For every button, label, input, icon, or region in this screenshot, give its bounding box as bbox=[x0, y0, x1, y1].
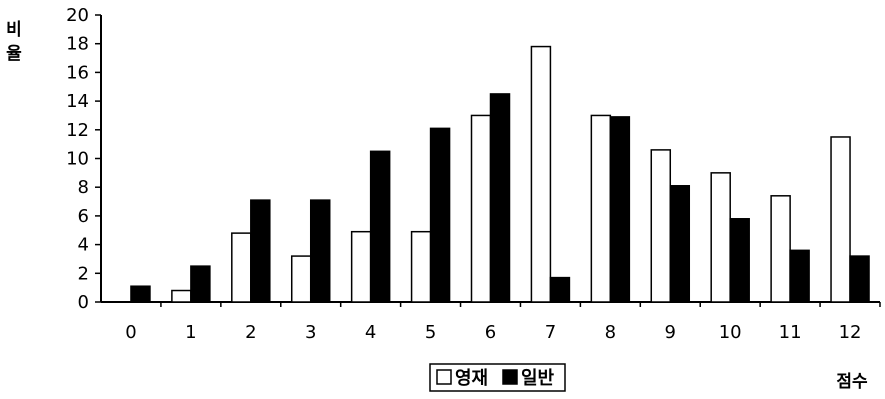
y-tick-label: 14 bbox=[66, 91, 89, 112]
y-tick-label: 10 bbox=[66, 149, 89, 170]
bar-gifted bbox=[530, 45, 552, 303]
bar-general bbox=[309, 199, 331, 303]
x-tick-label: 6 bbox=[485, 322, 496, 343]
bar-gifted bbox=[171, 289, 192, 303]
y-axis-title-char: 율 bbox=[6, 44, 22, 64]
bar-general bbox=[549, 276, 571, 303]
bar-gifted bbox=[410, 230, 432, 303]
y-axis-title: 비율 bbox=[6, 20, 22, 64]
x-tick-label: 8 bbox=[605, 322, 616, 343]
y-tick-label: 18 bbox=[66, 34, 89, 55]
x-tick-label: 3 bbox=[305, 322, 316, 343]
x-tick-label: 10 bbox=[719, 322, 742, 343]
y-tick-label: 12 bbox=[66, 120, 89, 141]
y-tick-label: 20 bbox=[66, 5, 89, 26]
x-tick-label: 0 bbox=[125, 322, 136, 343]
x-tick-label: 11 bbox=[779, 322, 802, 343]
bar-gifted bbox=[290, 255, 312, 303]
bar-gifted bbox=[650, 149, 672, 303]
bar-gifted bbox=[350, 230, 372, 303]
x-tick-label: 9 bbox=[665, 322, 676, 343]
y-tick-label: 16 bbox=[66, 62, 89, 83]
bar-general bbox=[849, 255, 870, 303]
bar-gifted bbox=[830, 136, 851, 303]
x-tick-label: 7 bbox=[545, 322, 556, 343]
y-tick-label: 0 bbox=[78, 292, 89, 313]
bar-general bbox=[369, 150, 391, 303]
y-axis-title-char: 비 bbox=[6, 20, 22, 40]
x-tick-label: 1 bbox=[185, 322, 196, 343]
bar-general bbox=[609, 116, 631, 303]
bar-gifted bbox=[710, 172, 731, 303]
legend-swatch-gifted bbox=[436, 369, 452, 385]
bar-general bbox=[429, 127, 451, 303]
bar-general bbox=[130, 285, 151, 303]
y-tick-label: 8 bbox=[78, 177, 89, 198]
bar-general bbox=[669, 185, 691, 303]
bar-gifted bbox=[770, 195, 791, 303]
y-tick-label: 4 bbox=[78, 235, 89, 256]
legend-label-general: 일반 bbox=[521, 368, 555, 389]
legend-label-gifted: 영재 bbox=[455, 368, 488, 389]
bar-gifted bbox=[231, 232, 252, 303]
y-tick-label: 2 bbox=[78, 263, 89, 284]
x-tick-label: 4 bbox=[365, 322, 376, 343]
x-axis-title: 점수 bbox=[836, 372, 868, 392]
bar-general bbox=[250, 199, 271, 303]
x-tick-label: 2 bbox=[245, 322, 256, 343]
y-axis-ticks: 0 2 4 6 8 10 12 14 16 18 20 bbox=[66, 5, 101, 313]
bar-general bbox=[489, 93, 511, 303]
x-tick-label: 12 bbox=[839, 322, 862, 343]
bar-gifted bbox=[590, 114, 612, 303]
bar-general bbox=[729, 218, 750, 303]
bar-general bbox=[190, 265, 211, 303]
x-axis-ticks: 0 1 2 3 4 5 6 7 8 9 10 11 12 bbox=[125, 302, 881, 343]
legend-box bbox=[429, 363, 566, 392]
y-tick-label: 6 bbox=[78, 206, 89, 227]
legend: 영재 일반 bbox=[429, 363, 566, 392]
legend-swatch-general bbox=[502, 369, 518, 385]
x-tick-label: 5 bbox=[425, 322, 436, 343]
bars-group bbox=[130, 45, 870, 303]
bar-general bbox=[789, 249, 810, 303]
bar-gifted bbox=[470, 114, 492, 303]
